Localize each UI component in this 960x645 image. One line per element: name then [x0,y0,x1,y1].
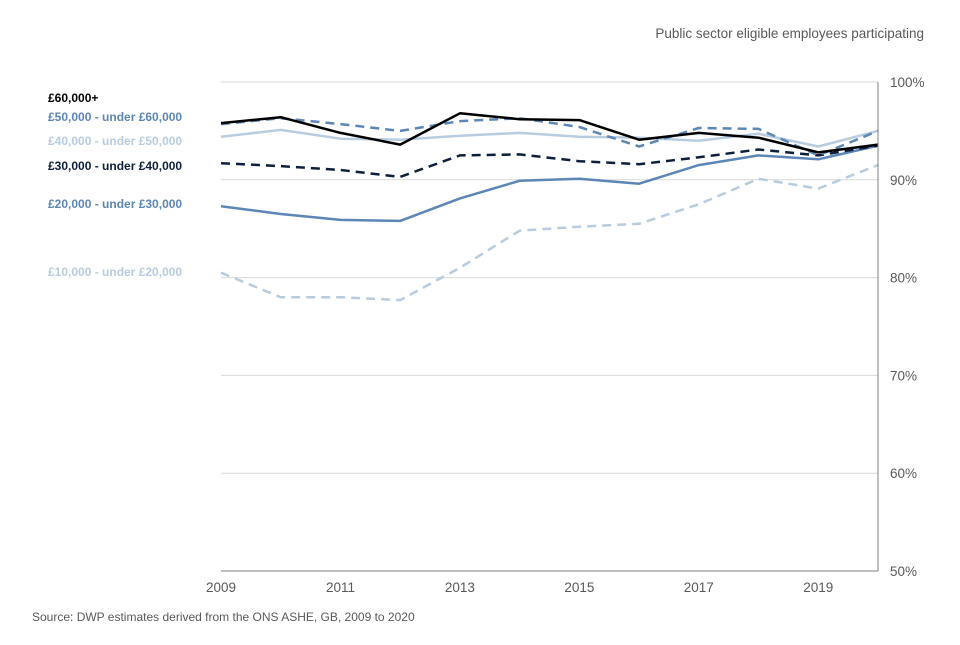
legend: £10,000 - under £20,000 £20,000 - under £… [48,91,182,279]
x-tick-label: 2019 [803,580,833,595]
x-tick-label: 2011 [326,580,355,595]
gridlines [221,81,878,474]
series-line [220,163,879,302]
x-tick-label: 2013 [445,580,475,595]
chart-title: Public sector eligible employees partici… [655,26,924,41]
axes: 100% 90% 80% 70% 60% 50% 2009 2011 2013 2015 2017 2… [206,75,925,595]
legend-label: £40,000 - under £50,000 [48,134,182,148]
x-tick-label: 2015 [564,580,594,595]
series-line [220,144,879,179]
series-line [220,116,879,157]
y-tick-label: 60% [890,466,917,481]
series-line [220,128,879,148]
legend-label: £50,000 - under £60,000 [48,110,182,124]
source-note: Source: DWP estimates derived from the O… [32,610,415,624]
legend-label: £30,000 - under £40,000 [48,159,182,173]
legend-label: £20,000 - under £30,000 [48,197,182,211]
y-tick-label: 100% [890,75,925,90]
series-line [220,112,879,154]
series-lines [220,112,879,302]
x-tick-label: 2009 [206,580,236,595]
y-tick-label: 90% [890,173,917,188]
legend-label: £10,000 - under £20,000 [48,265,182,279]
y-tick-label: 50% [890,564,917,579]
x-tick-label: 2017 [684,580,714,595]
y-tick-label: 70% [890,368,917,383]
y-tick-label: 80% [890,271,917,286]
series-line [220,144,879,223]
legend-label: £60,000+ [48,91,98,105]
